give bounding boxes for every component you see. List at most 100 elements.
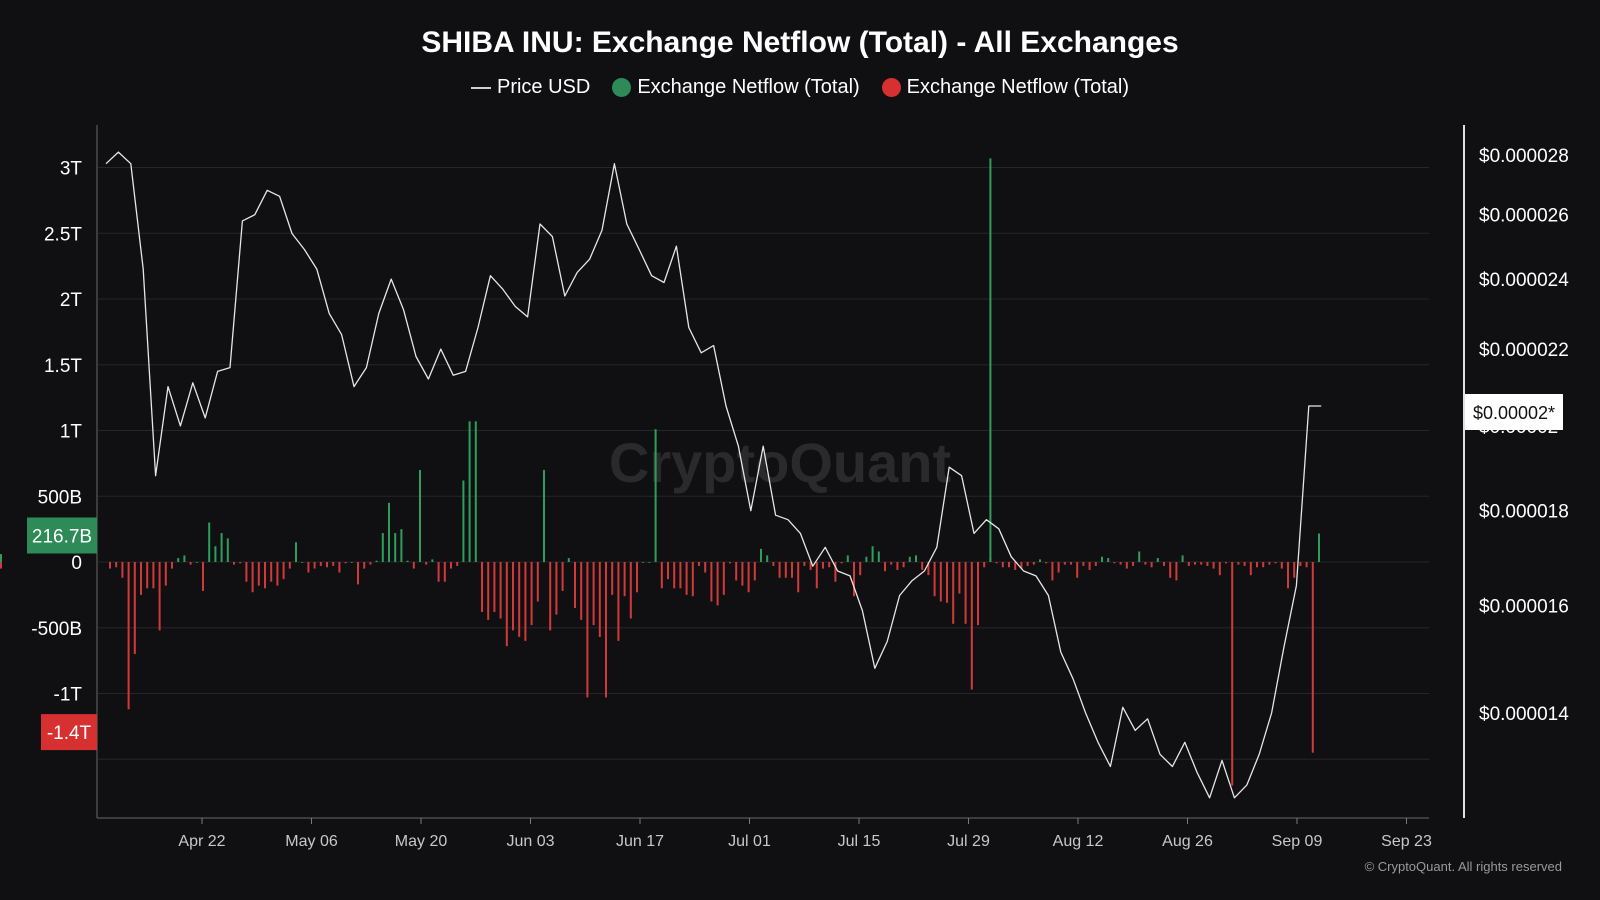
netflow-bar[interactable]: [1262, 562, 1265, 568]
netflow-bar[interactable]: [1107, 558, 1110, 562]
netflow-bar[interactable]: [1287, 562, 1289, 589]
netflow-bar[interactable]: [208, 522, 211, 562]
netflow-bar[interactable]: [524, 562, 527, 641]
netflow-bar[interactable]: [301, 562, 304, 563]
netflow-bar[interactable]: [1243, 562, 1246, 566]
netflow-bar[interactable]: [896, 562, 899, 570]
netflow-bar[interactable]: [828, 562, 831, 568]
netflow-bar[interactable]: [189, 562, 192, 565]
netflow-bar[interactable]: [791, 562, 793, 578]
netflow-bar[interactable]: [636, 562, 638, 593]
netflow-bar[interactable]: [202, 562, 204, 591]
netflow-bar[interactable]: [1057, 562, 1060, 573]
netflow-bar[interactable]: [580, 562, 583, 620]
netflow-bar[interactable]: [1020, 562, 1023, 569]
netflow-bar[interactable]: [1256, 562, 1258, 568]
netflow-bar[interactable]: [1026, 562, 1029, 566]
netflow-bar[interactable]: [251, 562, 254, 593]
netflow-bar[interactable]: [722, 562, 725, 595]
netflow-bar[interactable]: [822, 562, 824, 569]
netflow-bar[interactable]: [195, 562, 198, 563]
netflow-bar[interactable]: [338, 562, 341, 573]
netflow-bar[interactable]: [915, 555, 917, 562]
netflow-bar[interactable]: [536, 562, 539, 602]
netflow-bar[interactable]: [1076, 562, 1079, 578]
netflow-bar[interactable]: [493, 562, 496, 612]
netflow-bar[interactable]: [437, 562, 440, 582]
netflow-bar[interactable]: [939, 562, 942, 602]
netflow-bar[interactable]: [815, 562, 818, 589]
netflow-bar[interactable]: [158, 562, 161, 631]
netflow-bar[interactable]: [530, 562, 533, 626]
netflow-bar[interactable]: [958, 562, 961, 594]
netflow-bar[interactable]: [729, 562, 731, 564]
netflow-bar[interactable]: [357, 562, 359, 585]
netflow-bar[interactable]: [561, 562, 564, 591]
netflow-bar[interactable]: [468, 421, 471, 562]
netflow-bar[interactable]: [1082, 562, 1085, 566]
netflow-bar[interactable]: [0, 562, 2, 565]
netflow-bar[interactable]: [567, 558, 570, 562]
netflow-bar[interactable]: [1163, 562, 1165, 566]
netflow-bar[interactable]: [1101, 556, 1103, 562]
netflow-bar[interactable]: [784, 562, 787, 578]
netflow-bar[interactable]: [115, 562, 118, 568]
netflow-bar[interactable]: [1280, 562, 1283, 569]
netflow-bar[interactable]: [462, 480, 465, 562]
netflow-bar[interactable]: [481, 562, 483, 612]
netflow-bar[interactable]: [884, 562, 886, 572]
netflow-bar[interactable]: [388, 502, 390, 562]
netflow-bar[interactable]: [164, 562, 167, 586]
netflow-bar[interactable]: [121, 562, 124, 578]
netflow-bar[interactable]: [679, 562, 682, 589]
netflow-bar[interactable]: [710, 562, 713, 602]
netflow-bar[interactable]: [673, 562, 676, 589]
netflow-bar[interactable]: [1218, 562, 1221, 576]
netflow-bar[interactable]: [890, 562, 893, 565]
netflow-bar[interactable]: [592, 562, 595, 626]
netflow-bar[interactable]: [1249, 562, 1252, 576]
netflow-bar[interactable]: [1169, 562, 1172, 578]
netflow-bar[interactable]: [1293, 562, 1296, 578]
netflow-bar[interactable]: [450, 562, 452, 569]
netflow-bar[interactable]: [1318, 533, 1320, 562]
netflow-bar[interactable]: [797, 562, 800, 593]
legend-item-price[interactable]: Price USD: [470, 76, 590, 99]
netflow-bar[interactable]: [952, 562, 955, 624]
netflow-bar[interactable]: [152, 562, 155, 589]
netflow-bar[interactable]: [716, 562, 719, 606]
netflow-bar[interactable]: [127, 562, 130, 710]
netflow-bar[interactable]: [933, 562, 936, 597]
netflow-bar[interactable]: [648, 562, 651, 563]
netflow-bar[interactable]: [1206, 562, 1209, 566]
netflow-bar[interactable]: [307, 562, 310, 573]
netflow-bar[interactable]: [431, 559, 434, 562]
netflow-bar[interactable]: [270, 562, 273, 582]
netflow-bar[interactable]: [685, 562, 688, 595]
price-line[interactable]: [105, 151, 1322, 799]
netflow-bar[interactable]: [946, 562, 948, 603]
netflow-bar[interactable]: [1051, 562, 1054, 581]
netflow-bar[interactable]: [1125, 562, 1128, 569]
netflow-bar[interactable]: [989, 158, 992, 563]
netflow-bar[interactable]: [555, 562, 558, 615]
netflow-bar[interactable]: [499, 562, 502, 619]
netflow-bar[interactable]: [853, 562, 855, 597]
netflow-bar[interactable]: [1231, 562, 1234, 786]
netflow-bar[interactable]: [865, 556, 868, 562]
netflow-bar[interactable]: [518, 562, 521, 637]
netflow-bar[interactable]: [660, 562, 663, 589]
netflow-bar[interactable]: [1305, 562, 1308, 568]
netflow-bar[interactable]: [927, 562, 930, 576]
netflow-bar[interactable]: [543, 469, 545, 562]
netflow-bar[interactable]: [902, 562, 905, 568]
netflow-bar[interactable]: [964, 562, 967, 624]
netflow-bar[interactable]: [1113, 562, 1116, 564]
netflow-bar[interactable]: [214, 546, 217, 562]
netflow-bar[interactable]: [1150, 562, 1153, 568]
netflow-bar[interactable]: [369, 562, 372, 565]
netflow-bar[interactable]: [344, 562, 347, 564]
netflow-bar[interactable]: [332, 562, 335, 566]
netflow-bar[interactable]: [1181, 555, 1184, 562]
netflow-bar[interactable]: [1070, 562, 1072, 565]
